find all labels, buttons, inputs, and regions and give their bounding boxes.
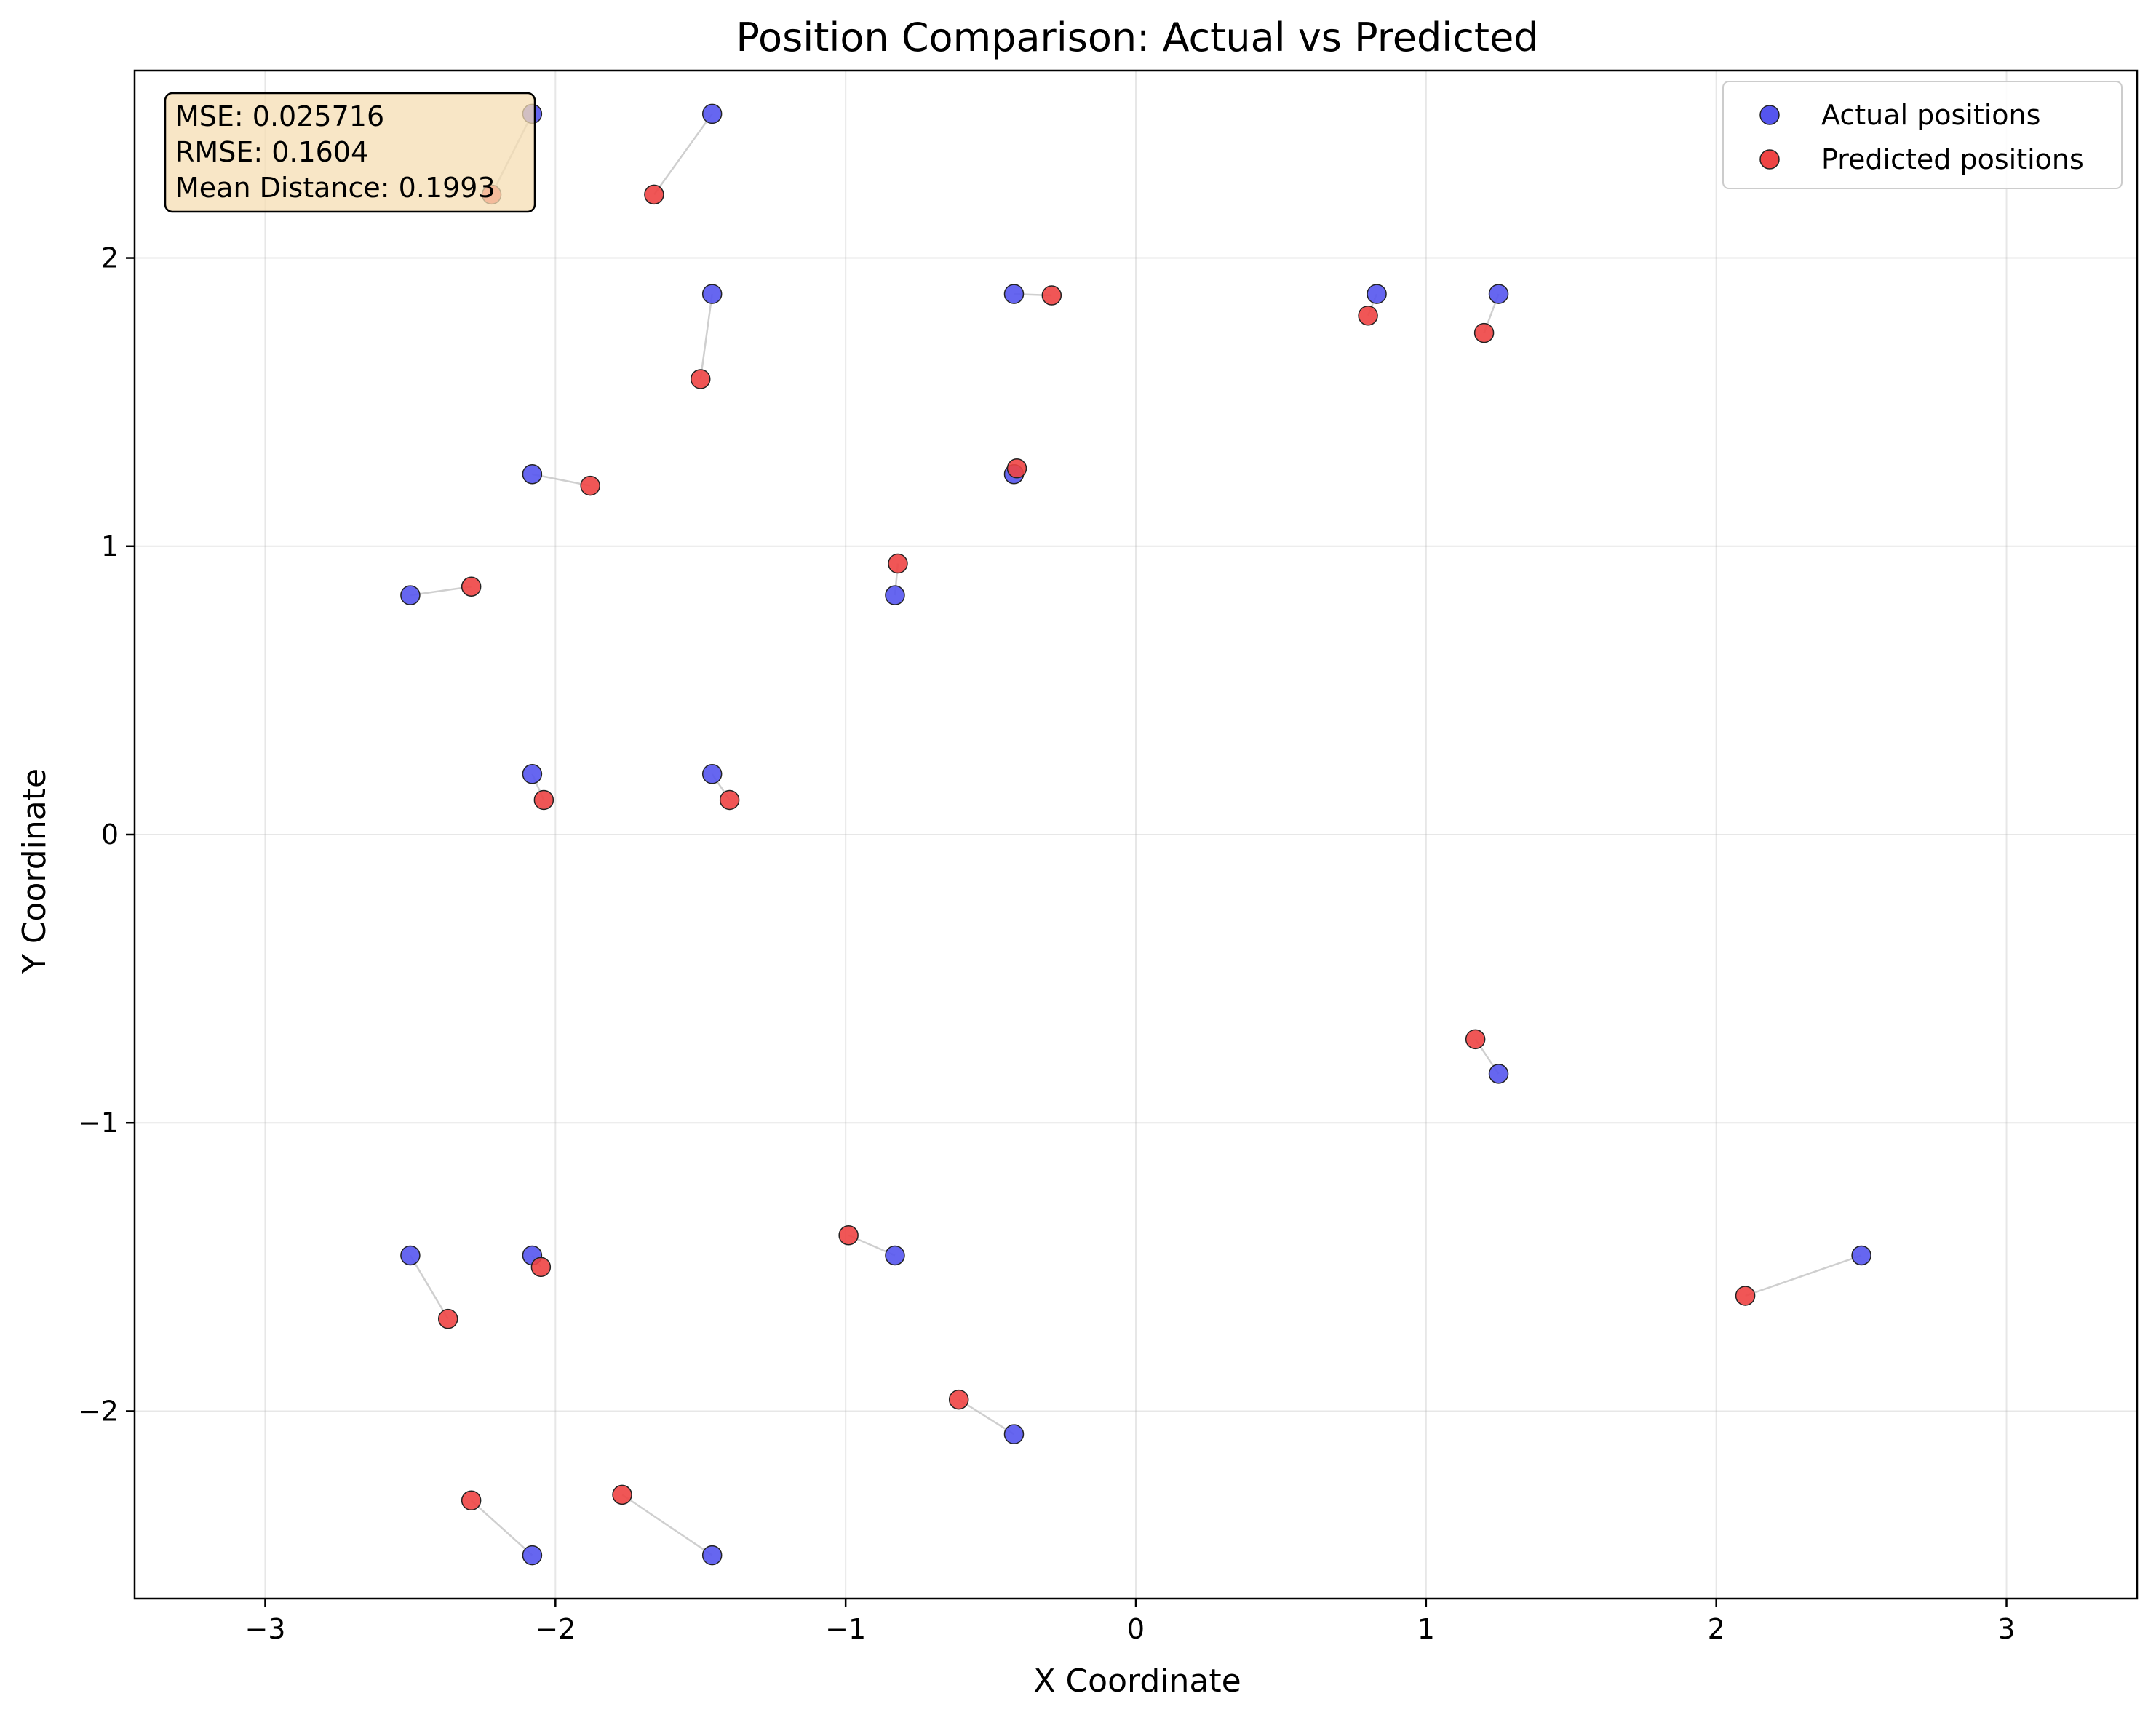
predicted-points (437, 184, 1756, 1511)
actual-point (701, 764, 723, 784)
x-tick-label: 2 (1708, 1613, 1725, 1645)
stats-mse: MSE: 0.025716 (175, 100, 384, 132)
stats-rmse: RMSE: 0.1604 (175, 136, 368, 168)
x-tick-label: −2 (535, 1613, 576, 1645)
chart-title: Position Comparison: Actual vs Predicted (736, 15, 1538, 60)
legend: Actual positions Predicted positions (1722, 81, 2123, 189)
actual-point (1003, 1424, 1025, 1444)
legend-label-actual: Actual positions (1821, 99, 2040, 131)
actual-point (701, 1545, 723, 1566)
stats-box-background (164, 92, 536, 213)
predicted-point (580, 475, 600, 496)
predicted-point (1465, 1029, 1486, 1050)
actual-point (1851, 1245, 1871, 1266)
connector-line (621, 1494, 713, 1556)
predicted-point (719, 789, 740, 811)
predicted-point (533, 789, 554, 811)
actual-points (400, 103, 1871, 1566)
predicted-point (461, 1490, 482, 1511)
actual-point (701, 103, 723, 124)
predicted-point (1473, 322, 1495, 343)
actual-point (701, 284, 723, 304)
actual-point (400, 1245, 421, 1266)
predicted-point (1735, 1286, 1756, 1306)
y-axis-label: Y Coordinate (16, 768, 53, 974)
x-axis-label: X Coordinate (1033, 1663, 1241, 1700)
legend-box (1722, 81, 2123, 189)
actual-point (885, 1245, 905, 1266)
predicted-point (530, 1257, 552, 1278)
connector-line (1745, 1254, 1862, 1297)
predicted-point (461, 576, 482, 597)
stats-box: MSE: 0.025716 RMSE: 0.1604 Mean Distance… (164, 92, 536, 213)
y-tick-label: 0 (101, 819, 119, 851)
predicted-point (612, 1484, 632, 1505)
x-tick-label: 1 (1417, 1613, 1435, 1645)
actual-point (522, 764, 543, 784)
actual-point (1488, 1064, 1509, 1084)
actual-point (400, 585, 421, 605)
predicted-point (437, 1308, 458, 1329)
connector-line (958, 1398, 1015, 1436)
actual-point (522, 1545, 543, 1566)
connector-line (410, 586, 472, 597)
y-tick-label: 1 (101, 530, 119, 562)
x-axis-ticks: −3 −2 −1 0 1 2 3 (244, 1598, 2016, 1645)
predicted-point (948, 1389, 969, 1410)
predicted-point (1006, 458, 1027, 479)
x-tick-label: −3 (244, 1613, 285, 1645)
predicted-point (690, 369, 711, 389)
predicted-point (1358, 306, 1378, 326)
predicted-point (644, 184, 664, 205)
actual-point (1488, 284, 1509, 304)
connector-line (699, 293, 713, 380)
y-tick-label: 2 (101, 242, 119, 274)
predicted-point (838, 1225, 859, 1246)
legend-marker-actual (1759, 105, 1780, 125)
grid-lines (135, 71, 2137, 1598)
x-tick-label: −1 (825, 1613, 866, 1645)
y-axis-ticks: −2 −1 0 1 2 (78, 242, 135, 1427)
actual-point (885, 585, 905, 605)
stats-mean-distance: Mean Distance: 0.1993 (175, 172, 496, 204)
actual-point (522, 463, 543, 485)
x-tick-label: 3 (1997, 1613, 2015, 1645)
legend-label-predicted: Predicted positions (1821, 143, 2084, 175)
connector-line (470, 1500, 533, 1556)
legend-marker-predicted (1759, 149, 1780, 170)
x-tick-label: 0 (1127, 1613, 1145, 1645)
connector-line (653, 113, 713, 196)
predicted-point (1041, 285, 1062, 306)
actual-point (1003, 284, 1025, 304)
connector-line (409, 1254, 449, 1320)
y-tick-label: −2 (78, 1395, 119, 1427)
predicted-point (888, 553, 908, 574)
y-tick-label: −1 (78, 1107, 119, 1139)
actual-point (1367, 284, 1387, 304)
